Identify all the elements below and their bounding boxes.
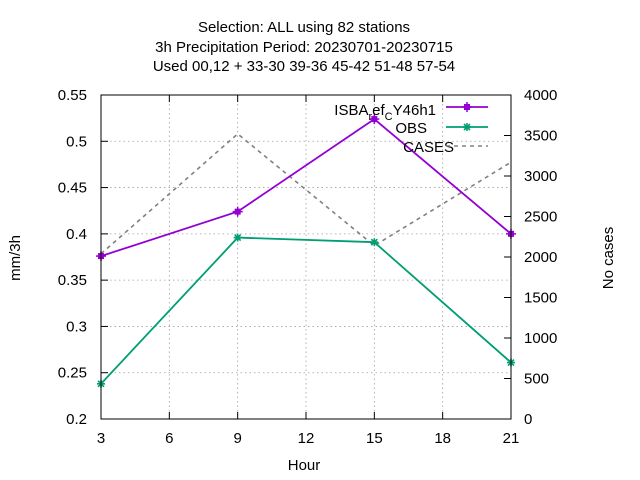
x-tick-label: 12 bbox=[298, 430, 315, 447]
chart-title-line-3: Used 00,12 + 33-30 39-36 45-42 51-48 57-… bbox=[153, 58, 455, 75]
y2-axis-label: No cases bbox=[600, 227, 617, 290]
data-point-obs bbox=[370, 238, 379, 247]
y2-tick-label: 4000 bbox=[524, 87, 557, 104]
y-tick-label: 0.4 bbox=[66, 226, 87, 243]
data-point-isba_ref_cy46h1 bbox=[369, 114, 380, 125]
y2-tick-label: 500 bbox=[524, 371, 549, 388]
y-tick-label: 0.45 bbox=[58, 180, 87, 197]
y2-tick-label: 1500 bbox=[524, 290, 557, 307]
y2-tick-label: 2500 bbox=[524, 209, 557, 226]
axis-ticks: 0.2 0.25 0.3 0.35 0.4 0.45 0.5 0.55 0 500 1000 1500… bbox=[58, 87, 558, 447]
y-tick-label: 0.35 bbox=[58, 272, 87, 289]
x-tick-label: 3 bbox=[97, 430, 105, 447]
y2-tick-label: 3000 bbox=[524, 168, 557, 185]
series-line-cases bbox=[100, 132, 512, 255]
series-line-isba_ref_cy46h1 bbox=[100, 117, 512, 257]
y2-tick-label: 3500 bbox=[524, 128, 557, 145]
legend-label-cases: CASES bbox=[403, 139, 454, 156]
y-axis-label: mm/3h bbox=[7, 235, 24, 281]
y2-tick-label: 0 bbox=[524, 411, 532, 428]
y-tick-label: 0.25 bbox=[58, 365, 87, 382]
data-point-isba_ref_cy46h1 bbox=[232, 206, 243, 217]
y2-tick-label: 1000 bbox=[524, 330, 557, 347]
y-tick-label: 0.3 bbox=[66, 318, 87, 335]
chart-title-line-1: Selection: ALL using 82 stations bbox=[198, 19, 410, 36]
legend-marker-isba_ref_cy46h1 bbox=[462, 102, 472, 112]
plot-frame bbox=[100, 94, 512, 420]
legend-label-obs: OBS bbox=[395, 120, 427, 137]
legend-swatches bbox=[446, 102, 488, 147]
legend: ISBArefCY46h1 OBS CASES bbox=[334, 102, 488, 156]
y2-tick-label: 2000 bbox=[524, 249, 557, 266]
x-tick-label: 9 bbox=[233, 430, 241, 447]
data-point-obs bbox=[233, 233, 242, 242]
series-line-obs bbox=[100, 236, 512, 385]
x-axis-label: Hour bbox=[288, 457, 321, 474]
x-tick-label: 6 bbox=[165, 430, 173, 447]
chart-title-line-2: 3h Precipitation Period: 20230701-202307… bbox=[155, 39, 453, 56]
y-tick-label: 0.5 bbox=[66, 133, 87, 150]
x-tick-label: 21 bbox=[503, 430, 520, 447]
y-tick-label: 0.55 bbox=[58, 87, 87, 104]
legend-label-isba: ISBArefCY46h1 bbox=[334, 102, 436, 123]
x-tick-label: 18 bbox=[434, 430, 451, 447]
series-lines bbox=[100, 117, 512, 385]
legend-marker-obs bbox=[463, 123, 471, 131]
y-tick-label: 0.2 bbox=[66, 411, 87, 428]
x-tick-label: 15 bbox=[366, 430, 383, 447]
